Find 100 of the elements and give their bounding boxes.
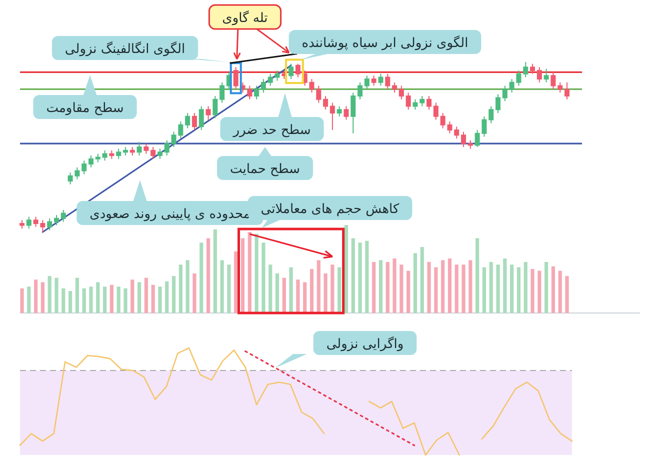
bar: [206, 238, 210, 313]
bar: [48, 276, 52, 313]
bar: [137, 282, 142, 313]
candlestick: [109, 150, 114, 160]
bar: [20, 288, 24, 313]
bar: [178, 264, 182, 313]
bar: [234, 251, 238, 313]
bar: [102, 286, 107, 313]
bar: [400, 264, 404, 313]
candlestick: [212, 96, 218, 119]
bar: [324, 273, 328, 313]
bar: [468, 260, 472, 313]
candlestick: [122, 146, 128, 156]
bar: [524, 262, 528, 313]
candlestick: [102, 150, 108, 162]
bar: [338, 267, 342, 313]
bar: [538, 270, 542, 313]
bar: [151, 284, 155, 313]
bar: [96, 282, 100, 313]
candlestick: [468, 140, 473, 150]
bar: [516, 267, 521, 313]
bar: [544, 262, 548, 313]
candlestick: [150, 146, 156, 160]
candlestick: [20, 220, 24, 230]
ref-line-label: سطح حمایت: [230, 162, 300, 177]
bar: [130, 280, 134, 313]
bar: [454, 264, 458, 313]
bar: [503, 258, 507, 313]
candlestick: [412, 98, 418, 110]
candlestick: [496, 94, 501, 114]
candlestick: [47, 218, 52, 231]
candlestick: [157, 148, 162, 160]
candlestick: [26, 216, 32, 230]
bar: [227, 264, 231, 313]
candlestick: [378, 73, 384, 86]
bar: [82, 288, 86, 313]
bar: [476, 238, 480, 313]
bar: [558, 270, 562, 313]
bar: [434, 267, 438, 313]
bar: [365, 240, 369, 313]
bar: [413, 253, 418, 313]
candlestick: [130, 146, 135, 156]
candlestick: [185, 112, 190, 129]
candlestick: [82, 160, 87, 175]
text: الگوی انگالفینگ نزولی: [64, 41, 186, 57]
candlestick: [233, 66, 238, 90]
candlestick: [254, 85, 260, 100]
candlestick: [392, 82, 398, 94]
bar: [378, 260, 383, 313]
bar: [358, 242, 362, 313]
candlestick: [461, 131, 466, 148]
bar: [489, 262, 493, 313]
bar: [213, 229, 217, 313]
bar: [565, 276, 569, 313]
bar: [27, 286, 31, 313]
bar: [289, 267, 293, 313]
bar: [351, 238, 355, 313]
candlestick: [295, 63, 300, 78]
bar: [448, 258, 452, 313]
bar: [420, 247, 424, 313]
candlestick: [523, 62, 528, 78]
bar: [186, 260, 190, 313]
annotation: واگرایی نزولی: [326, 336, 404, 352]
bar: [68, 291, 72, 313]
bar: [386, 262, 390, 313]
candlestick: [398, 85, 404, 100]
candlestick: [206, 106, 211, 120]
annotation: محدوده ی پایینی روند صعودی: [90, 207, 250, 222]
candlestick: [426, 96, 432, 110]
bar: [344, 225, 348, 313]
candlestick: [288, 63, 294, 80]
bar: [316, 260, 320, 313]
bar: [282, 278, 286, 313]
ref-line-label: سطح حد ضرر: [232, 123, 311, 138]
bar: [110, 284, 114, 313]
candlestick: [88, 155, 94, 168]
candlestick: [454, 126, 460, 139]
bar: [275, 273, 280, 313]
bar: [392, 258, 396, 313]
bar: [303, 282, 307, 313]
candlestick: [502, 85, 508, 102]
bar: [240, 238, 245, 313]
candlestick: [198, 106, 204, 130]
candlestick: [544, 68, 549, 83]
candlestick: [344, 106, 349, 120]
candlestick: [274, 70, 280, 82]
annotation: کاهش حجم های معاملاتی: [260, 202, 400, 217]
candlestick: [268, 73, 273, 86]
candlestick: [260, 78, 266, 94]
bar: [330, 264, 334, 313]
candlestick: [488, 106, 494, 124]
bar: [310, 269, 314, 313]
candlestick: [336, 106, 342, 117]
candlestick: [116, 148, 122, 160]
candlestick: [330, 102, 335, 130]
candlestick: [564, 82, 570, 100]
bar: [40, 282, 44, 313]
candlestick: [364, 75, 370, 90]
candlestick: [406, 92, 411, 110]
bar: [34, 280, 38, 313]
